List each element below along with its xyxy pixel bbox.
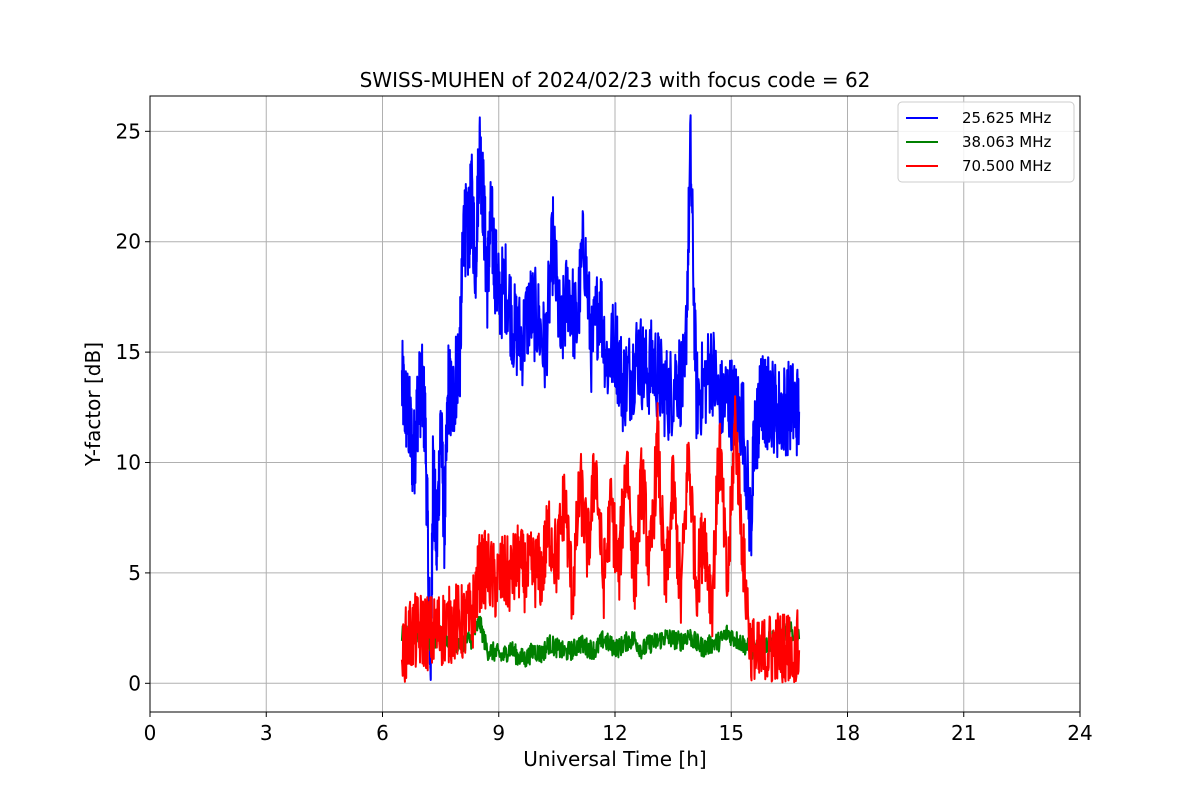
x-tick-label: 9 bbox=[492, 721, 505, 745]
x-tick-label: 0 bbox=[144, 721, 157, 745]
x-tick-label: 15 bbox=[719, 721, 744, 745]
x-tick-label: 12 bbox=[602, 721, 627, 745]
legend-box bbox=[897, 101, 1075, 183]
y-tick-label: 15 bbox=[116, 340, 141, 364]
x-tick-label: 24 bbox=[1067, 721, 1092, 745]
y-tick-label: 10 bbox=[116, 451, 141, 475]
x-tick-label: 21 bbox=[951, 721, 976, 745]
series-group bbox=[400, 114, 801, 684]
legend-label-1: 25.625 MHz bbox=[962, 109, 1051, 127]
series-line-2 bbox=[400, 615, 801, 668]
y-axis-title: Y-factor [dB] bbox=[81, 342, 105, 467]
series-line-1 bbox=[400, 114, 801, 681]
legend-label-2: 38.063 MHz bbox=[962, 133, 1051, 151]
x-tick-label: 3 bbox=[260, 721, 273, 745]
x-tick-label: 18 bbox=[835, 721, 860, 745]
y-tick-label: 0 bbox=[128, 671, 141, 695]
chart-title: SWISS-MUHEN of 2024/02/23 with focus cod… bbox=[360, 68, 871, 92]
x-axis-title: Universal Time [h] bbox=[523, 747, 706, 771]
y-tick-label: 5 bbox=[128, 561, 141, 585]
series-line-3 bbox=[400, 395, 801, 684]
y-tick-label: 20 bbox=[116, 230, 141, 254]
axis-ticks: 0 3 6 9 12 15 18 21 24 0 5 10 15 20 25 bbox=[116, 119, 1093, 745]
legend-label-3: 70.500 MHz bbox=[962, 157, 1051, 175]
y-tick-label: 25 bbox=[116, 119, 141, 143]
x-tick-label: 6 bbox=[376, 721, 389, 745]
legend: 25.625 MHz 38.063 MHz 70.500 MHz bbox=[897, 101, 1075, 183]
